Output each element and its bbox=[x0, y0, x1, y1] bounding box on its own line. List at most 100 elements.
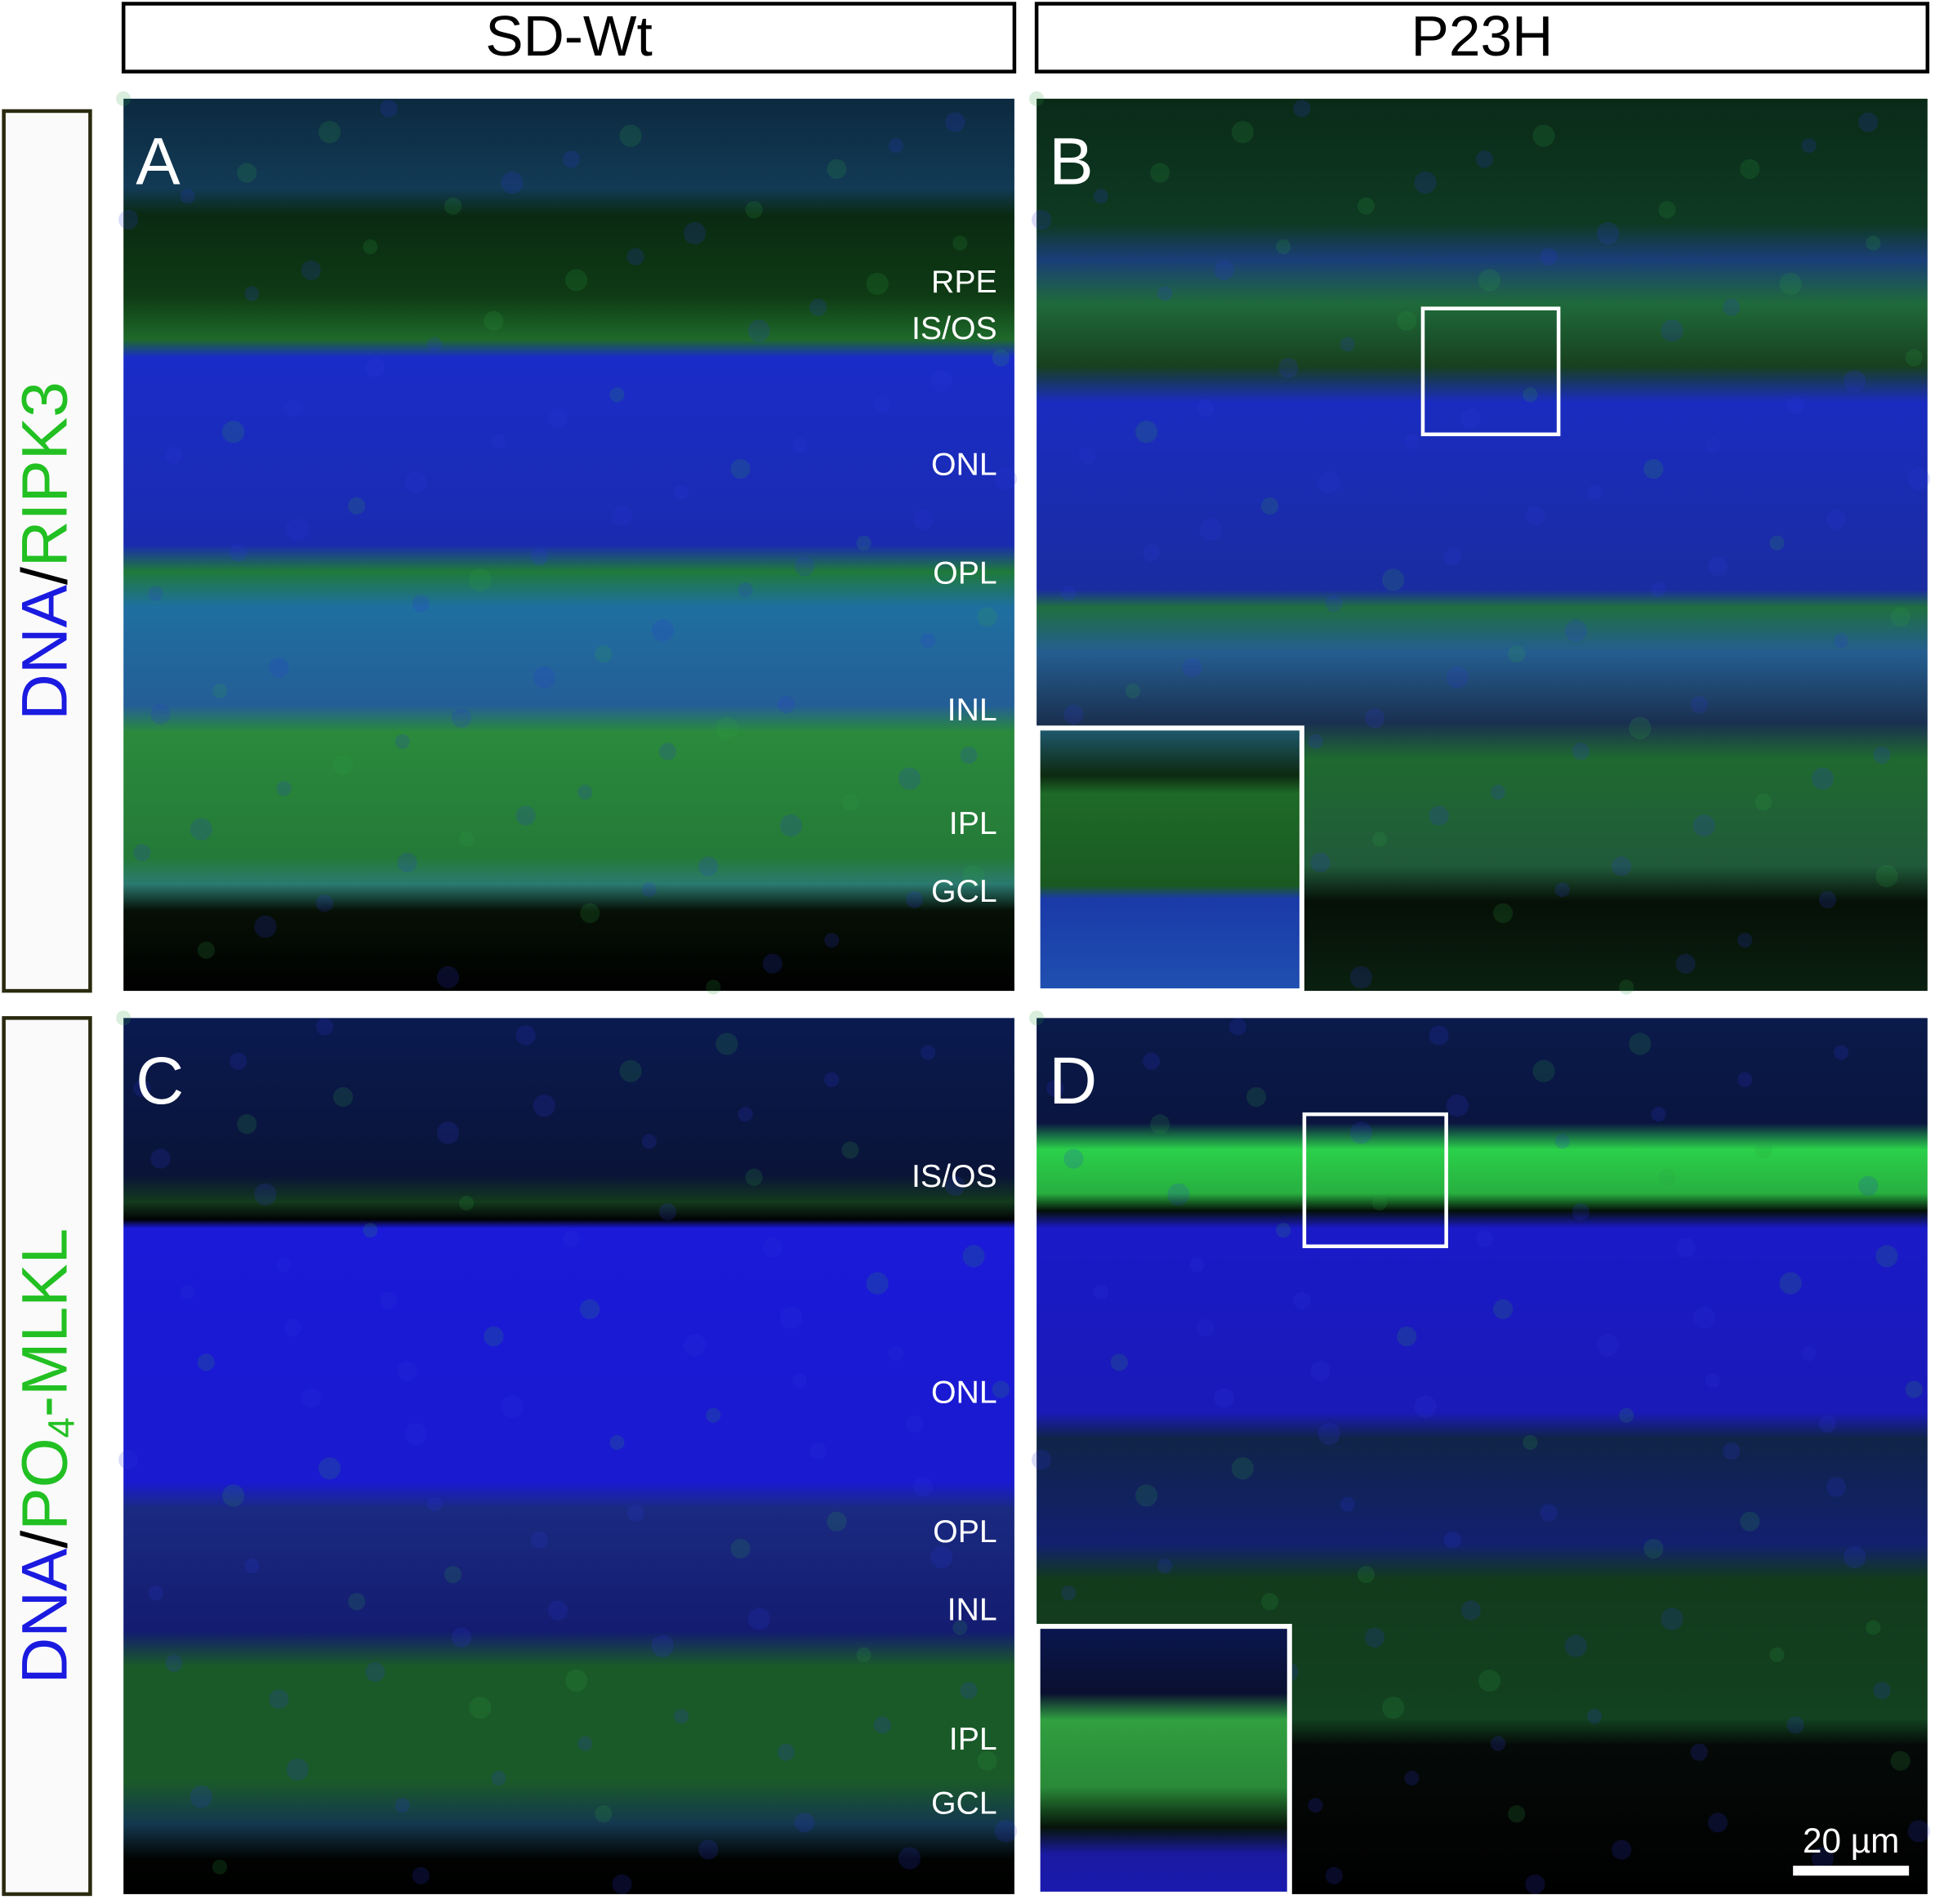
texture bbox=[1491, 1736, 1506, 1751]
texture bbox=[1754, 793, 1772, 811]
texture bbox=[698, 1839, 719, 1860]
micrograph bbox=[123, 1018, 1014, 1894]
label-slash: / bbox=[8, 567, 80, 585]
texture bbox=[1707, 1813, 1728, 1833]
column-header-box bbox=[121, 2, 1017, 74]
inset bbox=[1035, 725, 1304, 994]
texture bbox=[452, 708, 472, 729]
texture bbox=[1032, 1450, 1052, 1470]
layer-label: ONL bbox=[931, 1374, 997, 1410]
texture bbox=[1197, 1318, 1215, 1337]
texture bbox=[283, 1318, 301, 1337]
texture bbox=[180, 1284, 195, 1300]
texture bbox=[1769, 1647, 1785, 1662]
texture bbox=[873, 395, 891, 414]
texture bbox=[1063, 704, 1084, 725]
texture bbox=[116, 91, 132, 106]
texture bbox=[1261, 497, 1279, 515]
texture bbox=[1325, 1866, 1343, 1884]
texture bbox=[197, 941, 215, 959]
texture bbox=[619, 124, 642, 147]
label-suffix: -MLKL bbox=[8, 1228, 80, 1417]
texture bbox=[945, 1175, 965, 1196]
scale-bar-label: 20 µm bbox=[1803, 1822, 1899, 1860]
texture bbox=[795, 556, 815, 577]
texture bbox=[1429, 1025, 1449, 1046]
texture bbox=[1475, 150, 1494, 168]
texture bbox=[1525, 1874, 1545, 1894]
texture bbox=[365, 1661, 386, 1683]
texture bbox=[404, 471, 427, 494]
texture bbox=[945, 112, 965, 132]
layer-label: IPL bbox=[949, 1721, 997, 1757]
texture bbox=[1446, 1094, 1469, 1117]
texture bbox=[1705, 1373, 1721, 1389]
row-label: DNA/PO4-MLKL bbox=[8, 1228, 82, 1684]
texture bbox=[1340, 1496, 1355, 1512]
row-label: DNA/RIPK3 bbox=[8, 381, 80, 720]
texture bbox=[921, 1045, 936, 1060]
texture bbox=[380, 100, 398, 118]
texture bbox=[1692, 1306, 1715, 1330]
texture bbox=[533, 1094, 555, 1117]
texture bbox=[580, 903, 600, 923]
texture bbox=[1061, 586, 1077, 601]
texture bbox=[577, 1736, 593, 1751]
texture bbox=[1493, 1299, 1514, 1319]
texture bbox=[1460, 1600, 1481, 1621]
texture bbox=[777, 696, 796, 714]
texture bbox=[1491, 784, 1506, 800]
texture bbox=[459, 832, 475, 847]
layer-label: INL bbox=[947, 692, 997, 728]
texture bbox=[1564, 1634, 1587, 1657]
texture bbox=[1414, 1395, 1437, 1418]
texture bbox=[1143, 1052, 1161, 1070]
texture bbox=[397, 852, 417, 873]
texture bbox=[515, 1025, 536, 1046]
texture bbox=[1063, 1148, 1084, 1169]
layer-label: ONL bbox=[931, 446, 997, 482]
texture bbox=[824, 933, 840, 948]
texture bbox=[1740, 1511, 1760, 1532]
texture bbox=[426, 337, 442, 352]
panel-letter: D bbox=[1049, 1044, 1097, 1118]
texture bbox=[1875, 1245, 1898, 1268]
texture bbox=[841, 1141, 859, 1159]
texture bbox=[1707, 556, 1728, 577]
inset bbox=[1035, 1624, 1292, 1897]
texture bbox=[609, 1434, 625, 1451]
texture bbox=[684, 1334, 707, 1357]
texture bbox=[189, 1785, 212, 1808]
texture bbox=[1310, 852, 1331, 873]
scale-bar bbox=[1793, 1866, 1910, 1876]
texture bbox=[1619, 1407, 1634, 1423]
texture bbox=[1705, 438, 1721, 453]
texture bbox=[1873, 1682, 1891, 1700]
texture bbox=[1357, 197, 1375, 215]
texture bbox=[1692, 814, 1715, 837]
texture bbox=[276, 1257, 292, 1273]
texture bbox=[1340, 337, 1355, 352]
texture bbox=[254, 915, 277, 939]
texture bbox=[791, 438, 808, 453]
texture bbox=[1493, 903, 1514, 923]
texture bbox=[745, 201, 763, 219]
texture bbox=[619, 1059, 642, 1082]
texture bbox=[1690, 1743, 1708, 1761]
texture bbox=[641, 1134, 657, 1149]
texture bbox=[1429, 805, 1449, 826]
texture bbox=[1228, 1018, 1246, 1036]
texture bbox=[533, 666, 555, 689]
texture bbox=[237, 163, 257, 183]
micrograph bbox=[123, 98, 1014, 992]
texture bbox=[580, 1299, 600, 1319]
texture bbox=[1261, 1593, 1279, 1611]
texture bbox=[395, 734, 410, 749]
texture bbox=[318, 121, 341, 144]
texture bbox=[698, 856, 719, 876]
layer-label: OPL bbox=[933, 1514, 997, 1550]
texture bbox=[1786, 395, 1804, 414]
texture bbox=[452, 1627, 472, 1648]
texture bbox=[380, 1291, 398, 1309]
texture bbox=[1478, 1669, 1501, 1692]
